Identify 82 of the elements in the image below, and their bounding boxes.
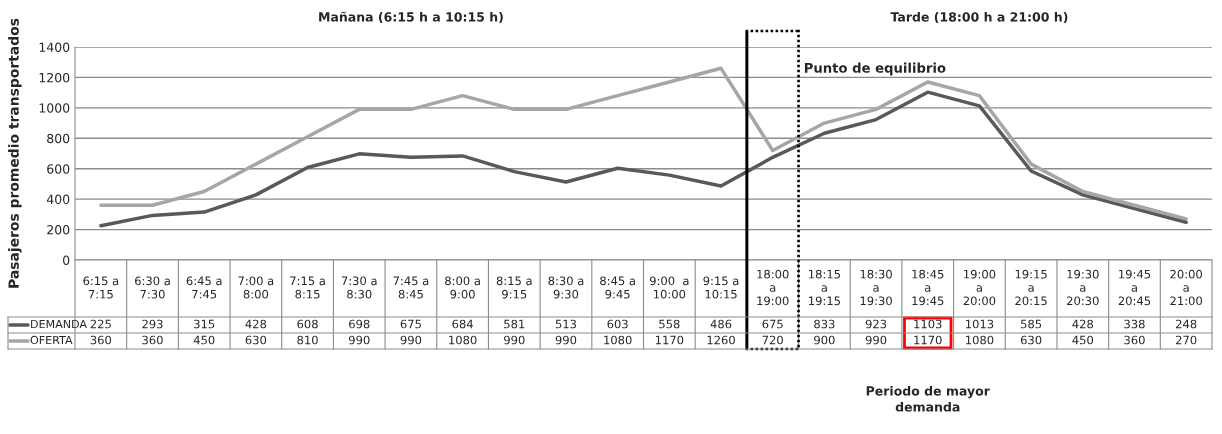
data-label: 630 (1020, 335, 1042, 345)
data-label: 675 (400, 319, 421, 329)
legend-label: OFERTA (30, 335, 73, 345)
text: Tarde (18:00 h a 21:00 h) (890, 11, 1068, 24)
y-tick-label: 400 (46, 194, 70, 205)
y-tick-label: 600 (47, 164, 70, 174)
data-label: 558 (659, 319, 680, 329)
data-label: 608 (297, 319, 318, 329)
x-tick-label: 9:00 a 10:00 (649, 276, 689, 299)
x-tick-label: 6:30 a 7:30 (135, 276, 170, 299)
x-tick-label: 8:45 a 9:45 (600, 276, 635, 299)
x-tick-label: 7:45 a 8:45 (393, 276, 429, 299)
data-label: 990 (555, 335, 577, 345)
line-series (99, 90, 1188, 228)
legend-label: DEMANDA (31, 319, 87, 329)
x-tick-label: 19:30 a 20:30 (1067, 269, 1099, 306)
x-tick-label: 19:15 a 20:15 (1015, 269, 1047, 306)
data-label: 428 (1072, 319, 1094, 329)
data-label: 360 (1124, 335, 1145, 345)
x-tick-label: 8:30 a 9:30 (548, 276, 584, 299)
x-tick-label: 18:15 a 19:15 (809, 269, 840, 306)
x-tick-label: 7:00 a 8:00 (238, 276, 274, 299)
data-label: 1260 (707, 335, 735, 345)
data-label: 360 (90, 335, 112, 345)
x-tick-label: 8:15 a 9:15 (496, 276, 532, 299)
data-label: 486 (710, 319, 732, 329)
y-axis-title: Pasajeros promedio transportados (8, 18, 22, 288)
y-tick-label: 800 (47, 133, 70, 144)
data-label: 990 (348, 335, 370, 345)
annotation: Punto de equilibrio (804, 62, 946, 76)
data-label: 833 (814, 319, 835, 329)
data-label: 513 (555, 319, 577, 329)
data-label: 225 (90, 319, 111, 329)
data-label: 1103 (914, 319, 942, 329)
data-label: 585 (1021, 319, 1042, 329)
data-label: 698 (349, 319, 370, 329)
x-tick-label: 7:30 a 8:30 (341, 276, 377, 299)
data-label: 428 (245, 319, 267, 329)
data-label: 990 (400, 335, 422, 345)
data-label: 581 (504, 319, 525, 329)
data-label: 720 (762, 335, 783, 345)
y-tick-label: 0 (63, 255, 70, 265)
x-tick-label: 6:45 a 7:45 (186, 276, 222, 299)
data-label: 450 (193, 335, 215, 345)
data-label: 1080 (604, 335, 632, 345)
x-tick-label: 19:45 a 20:45 (1118, 269, 1151, 306)
text: Mañana (6:15 h a 10:15 h) (319, 11, 503, 24)
x-tick-label: 19:00 a 20:00 (963, 269, 996, 306)
data-label: 675 (762, 319, 783, 329)
data-label: 900 (814, 335, 835, 345)
x-tick-label: 8:00 a 9:00 (445, 276, 480, 299)
x-tick-label: 20:00 a 21:00 (1170, 269, 1202, 306)
x-tick-label: 18:45 a 19:45 (912, 269, 944, 306)
x-tick-label: 7:15 a 8:15 (290, 276, 325, 299)
data-label: 1080 (966, 335, 994, 345)
y-tick-label: 200 (47, 225, 70, 235)
y-tick-label: 1400 (39, 42, 70, 52)
data-label: 338 (1124, 319, 1145, 329)
data-label: 990 (865, 335, 887, 345)
data-label: 360 (142, 335, 163, 345)
text: Periodo de mayor demanda (866, 385, 990, 412)
data-label: 1170 (914, 335, 942, 345)
x-tick-label: 18:00 a 19:00 (757, 269, 789, 306)
data-label: 270 (1176, 335, 1197, 345)
data-label: 1013 (966, 319, 994, 329)
data-label: 684 (452, 319, 473, 329)
data-label: 990 (504, 335, 525, 345)
data-label: 293 (142, 319, 163, 329)
data-label: 248 (1176, 319, 1197, 329)
x-tick-label: 9:15 a 10:15 (703, 276, 739, 299)
y-tick-label: 1200 (39, 72, 70, 83)
data-label: 603 (607, 319, 628, 329)
data-label: 1170 (655, 335, 684, 345)
data-label: 630 (245, 335, 267, 345)
data-label: 315 (194, 319, 215, 329)
y-tick-label: 1000 (39, 103, 70, 113)
x-tick-label: 18:30 a 19:30 (860, 269, 892, 306)
data-label: 923 (865, 319, 887, 329)
data-label: 810 (297, 335, 318, 345)
data-label: 450 (1072, 335, 1094, 345)
x-tick-label: 6:15 a 7:15 (83, 276, 119, 299)
data-label: 1080 (449, 335, 477, 345)
